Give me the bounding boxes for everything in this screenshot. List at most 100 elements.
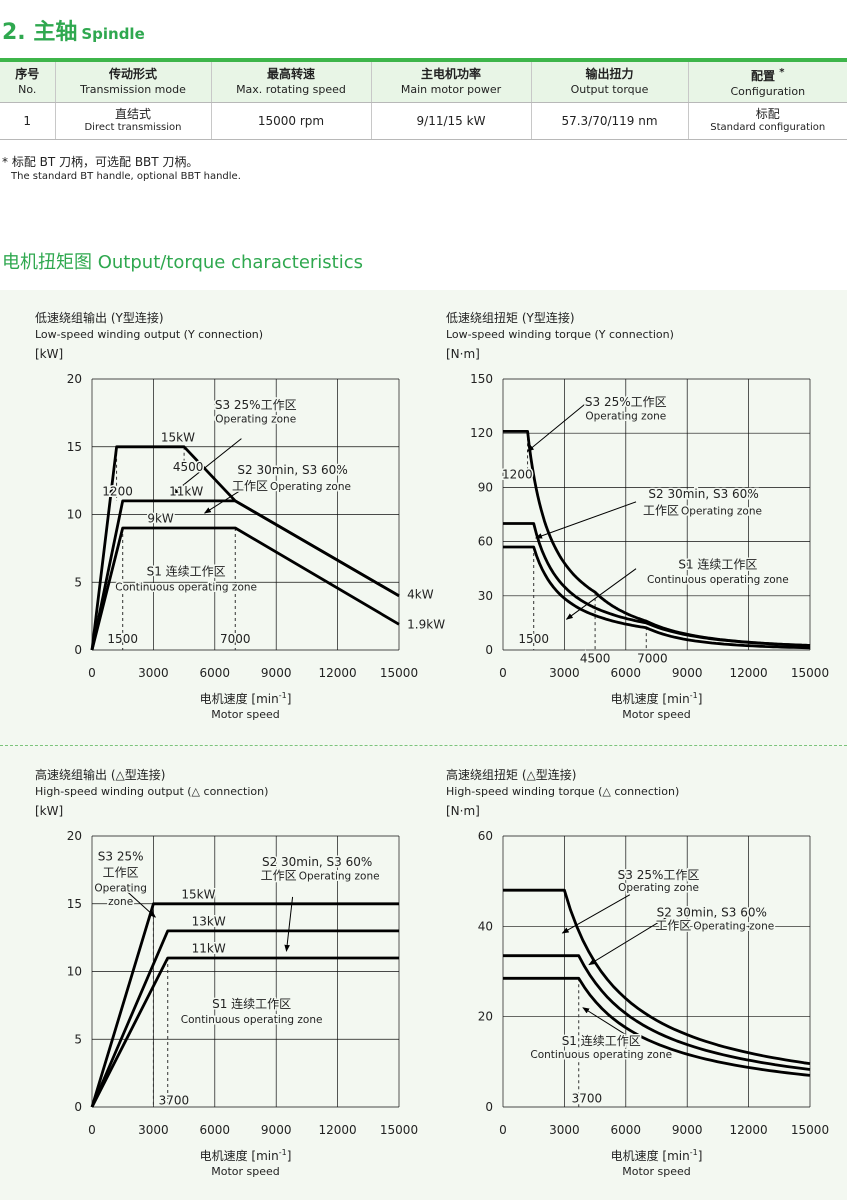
chart-row-divider xyxy=(0,745,847,746)
chart-annotation: S1 连续工作区 xyxy=(147,563,226,578)
annotation-arrow xyxy=(203,484,250,514)
y-tick-label: 90 xyxy=(478,480,493,494)
y-tick-label: 150 xyxy=(470,372,493,386)
cell-motor-power: 9/11/15 kW xyxy=(371,102,532,140)
chart-annotation: Operating zone xyxy=(299,870,380,882)
chart-annotation: 工作区 xyxy=(643,504,679,518)
section-number-title: 2. 主轴 xyxy=(2,20,78,45)
chart-annotation: 3700 xyxy=(572,1091,603,1105)
chart-annotation: 1200 xyxy=(102,485,133,499)
chart-high_torque: 高速绕组扭矩 (△型连接) High-speed winding torque (… xyxy=(446,767,829,1178)
annotation-arrow xyxy=(171,438,242,495)
chart-subtitle: Low-speed winding torque (Y connection) xyxy=(446,328,674,341)
x-tick-label: 15000 xyxy=(791,1123,829,1137)
chart-annotation: 1500 xyxy=(107,632,138,646)
chart-annotation: 7000 xyxy=(637,652,668,666)
series-line-0 xyxy=(90,902,399,1108)
annotation-arrow xyxy=(561,894,631,934)
series-line-0 xyxy=(90,445,400,651)
series-line-1 xyxy=(90,929,399,1108)
annotation-arrow xyxy=(122,887,156,918)
chart-annotation: 工作区 xyxy=(261,868,297,882)
cell-configuration: 标配 Standard configuration xyxy=(688,102,847,140)
footnote: * 标配 BT 刀柄，可选配 BBT 刀柄。 The standard BT h… xyxy=(2,154,241,183)
chart-annotation: 工作区 xyxy=(232,479,268,493)
x-tick-label: 0 xyxy=(88,1123,96,1137)
x-tick-label: 9000 xyxy=(261,1123,292,1137)
y-tick-label: 5 xyxy=(74,575,82,589)
chart-annotation: S1 连续工作区 xyxy=(562,1033,641,1048)
annotation-arrow xyxy=(582,1007,627,1036)
chart-annotation: 工作区 xyxy=(103,866,139,880)
y-tick-label: 20 xyxy=(67,372,82,386)
chart-annotation: 工作区 xyxy=(655,918,691,932)
header-max-speed: 最高转速 Max. rotating speed xyxy=(211,62,372,103)
header-transmission: 传动形式 Transmission mode xyxy=(55,62,212,103)
y-tick-label: 20 xyxy=(478,1010,493,1024)
y-tick-label: 40 xyxy=(478,919,493,933)
header-configuration: 配置 * Configuration xyxy=(688,62,847,103)
chart-annotation: 11kW xyxy=(169,485,203,499)
chart-subtitle: Low-speed winding output (Y connection) xyxy=(35,328,263,341)
chart-low_torque: 低速绕组扭矩 (Y型连接) Low-speed winding torque (Y… xyxy=(446,310,829,721)
chart-annotation: 3700 xyxy=(159,1093,190,1107)
x-tick-label: 15000 xyxy=(791,666,829,680)
chart-annotation: 11kW xyxy=(192,942,226,956)
series-line-2 xyxy=(503,976,811,1077)
chart-annotation: S2 30min, S3 60% xyxy=(237,463,347,477)
x-tick-label: 3000 xyxy=(549,666,580,680)
chart-annotation: Operating zone xyxy=(681,506,762,518)
x-tick-label: 9000 xyxy=(672,1123,703,1137)
series-line-0 xyxy=(503,888,811,1065)
y-tick-label: 60 xyxy=(478,535,493,549)
table-row: 1 直结式 Direct transmission 15000 rpm 9/11/… xyxy=(0,102,847,140)
chart-annotation: Operating zone xyxy=(693,920,774,932)
y-unit: [N·m] xyxy=(446,347,480,361)
chart-annotation: 1.9kW xyxy=(407,617,445,631)
chart-annotation: 15kW xyxy=(181,887,215,901)
chart-annotation: Continuous operating zone xyxy=(647,574,789,586)
header-output-torque: 输出扭力 Output torque xyxy=(531,62,689,103)
y-tick-label: 30 xyxy=(478,589,493,603)
x-tick-label: 12000 xyxy=(319,1123,357,1137)
chart-annotation: S3 25%工作区 xyxy=(215,398,297,412)
chart-subtitle: High-speed winding output (△ connection) xyxy=(35,785,268,798)
x-tick-label: 15000 xyxy=(380,1123,418,1137)
x-tick-label: 6000 xyxy=(200,666,231,680)
y-unit: [kW] xyxy=(35,347,63,361)
series-line-2 xyxy=(90,956,399,1108)
y-unit: [N·m] xyxy=(446,804,480,818)
series-line-2 xyxy=(503,545,811,650)
chart-annotation: 4kW xyxy=(407,588,434,602)
series-line-0 xyxy=(503,430,811,647)
chart-annotation: 1200 xyxy=(502,467,533,481)
y-tick-label: 15 xyxy=(67,440,82,454)
cell-no: 1 xyxy=(0,102,56,140)
series-line-1 xyxy=(90,499,400,651)
annotation-arrow xyxy=(588,916,667,966)
y-tick-label: 0 xyxy=(485,1100,493,1114)
chart-annotation: Operating zone xyxy=(618,882,699,894)
spindle-spec-table: 序号 No. 传动形式 Transmission mode 最高转速 Max. rot… xyxy=(0,62,847,140)
characteristics-title: 电机扭矩图 Output/torque characteristics xyxy=(2,252,364,273)
cell-output-torque: 57.3/70/119 nm xyxy=(531,102,689,140)
x-axis-label-en: Motor speed xyxy=(211,708,280,721)
x-tick-label: 3000 xyxy=(549,1123,580,1137)
x-tick-label: 15000 xyxy=(380,666,418,680)
y-tick-label: 0 xyxy=(485,643,493,657)
x-tick-label: 12000 xyxy=(730,666,768,680)
y-unit: [kW] xyxy=(35,804,63,818)
series-line-2 xyxy=(90,526,400,651)
chart-annotation: Operating zone xyxy=(215,413,296,425)
header-no: 序号 No. xyxy=(0,62,56,103)
y-tick-label: 60 xyxy=(478,829,493,843)
section-title: 2. 主轴 Spindle xyxy=(2,14,145,46)
section-divider xyxy=(0,58,847,62)
x-tick-label: 6000 xyxy=(611,1123,642,1137)
chart-annotation: 4500 xyxy=(173,460,204,474)
chart-title: 高速绕组输出 (△型连接) xyxy=(35,767,165,782)
x-tick-label: 6000 xyxy=(611,666,642,680)
chart-annotation: S3 25% xyxy=(98,849,144,863)
table-header-row: 序号 No. 传动形式 Transmission mode 最高转速 Max. rot… xyxy=(0,62,847,103)
